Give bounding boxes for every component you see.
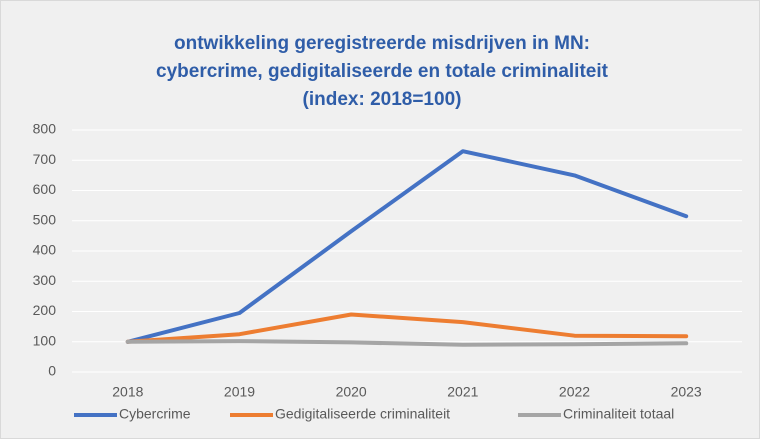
chart-title: (index: 2018=100) bbox=[303, 89, 462, 110]
y-tick-label: 0 bbox=[48, 363, 56, 379]
x-tick-label: 2022 bbox=[559, 384, 590, 400]
x-tick-label: 2021 bbox=[447, 384, 478, 400]
x-tick-label: 2018 bbox=[112, 384, 143, 400]
y-tick-label: 600 bbox=[33, 181, 57, 197]
legend-label: Gedigitaliseerde criminaliteit bbox=[275, 406, 450, 422]
y-tick-label: 500 bbox=[33, 211, 57, 227]
series-line bbox=[125, 339, 689, 347]
y-tick-label: 700 bbox=[33, 151, 57, 167]
series-line bbox=[125, 149, 689, 344]
y-tick-label: 300 bbox=[33, 272, 57, 288]
y-tick-label: 100 bbox=[33, 332, 57, 348]
legend-label: Criminaliteit totaal bbox=[563, 406, 674, 422]
series-line bbox=[125, 312, 689, 344]
legend-label: Cybercrime bbox=[119, 406, 191, 422]
x-tick-label: 2023 bbox=[671, 384, 702, 400]
y-tick-label: 400 bbox=[33, 242, 57, 258]
x-tick-label: 2020 bbox=[336, 384, 367, 400]
chart-title: cybercrime, gedigitaliseerde en totale c… bbox=[156, 61, 609, 82]
y-tick-label: 800 bbox=[33, 121, 57, 137]
y-tick-label: 200 bbox=[33, 302, 57, 318]
chart-title: ontwikkeling geregistreerde misdrijven i… bbox=[174, 33, 590, 54]
x-tick-label: 2019 bbox=[224, 384, 255, 400]
